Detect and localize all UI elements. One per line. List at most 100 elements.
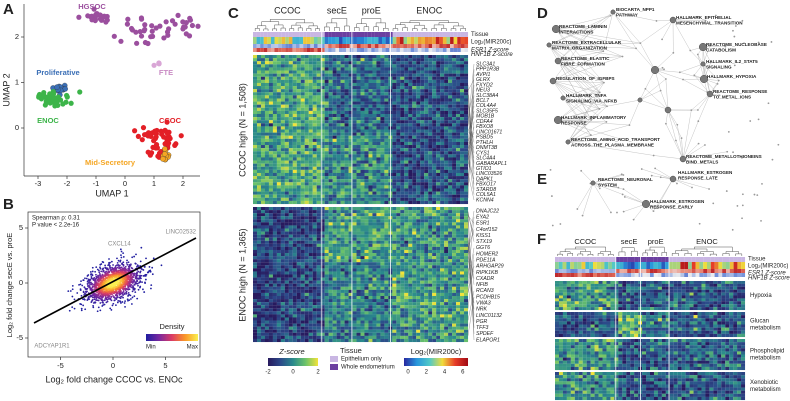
heatmap-cell [308,64,313,68]
heatmap-cell [424,61,429,65]
heatmap-cell [260,126,265,130]
heatmap-cell [400,86,405,90]
heatmap-cell [368,89,373,93]
heatmap-cell [336,151,341,155]
hnf1b-cell [285,48,289,52]
heatmap-cell [376,67,381,71]
y-tick-label: -5 [16,333,23,342]
scatter-point [97,293,99,296]
scatter-point [137,284,139,287]
heatmap-cell [440,135,445,139]
heatmap-cell [253,145,258,149]
heatmap-cell [268,120,273,124]
heatmap-cell [268,98,273,102]
heatmap-cell [380,89,385,93]
heatmap-cell [372,200,377,205]
heatmap-cell [292,126,297,130]
heatmap-cell [320,126,325,130]
heatmap-cell [316,58,321,62]
heatmap-cell [260,117,265,121]
heatmap-cell [376,73,381,77]
heatmap-cell [253,188,258,192]
mir-cell [371,37,375,44]
heatmap-cell [276,188,281,192]
heatmap-cell [360,123,365,127]
scatter-point [85,277,88,280]
heatmap-cell [304,101,309,105]
heatmap-cell [452,166,457,170]
heatmap-cell [408,58,413,62]
scatter-point [141,281,143,284]
heatmap-cell [260,166,265,170]
heatmap-cell [448,67,453,71]
heatmap-cell [304,55,309,59]
heatmap-cell [460,104,465,108]
heatmap-cell [356,157,361,161]
panel-label: C [228,5,239,22]
heatmap-cell [440,172,445,177]
heatmap-cell [332,92,337,96]
scatter-point [119,273,121,276]
heatmap-cell [404,172,409,177]
scatter-point [103,293,106,295]
hnf1b-cell [253,48,257,52]
heatmap-cell [284,58,289,62]
heatmap-cell [392,200,397,205]
heatmap-cell [300,157,305,161]
heatmap-cell [352,166,357,170]
heatmap-cell [448,95,453,99]
heatmap-cell [368,216,373,220]
heatmap-cell [336,141,341,146]
tissue-cell [453,32,458,37]
heatmap-cell [460,58,465,62]
heatmap-cell [336,210,341,214]
heatmap-cell [276,194,281,198]
heatmap-cell [276,216,281,220]
scatter-point [109,277,112,280]
esr1-cell [446,44,451,48]
heatmap-cell [324,58,329,62]
umap-point [124,21,131,27]
heatmap-cell [300,129,305,133]
heatmap-cell [292,194,297,198]
heatmap-cell [436,176,441,180]
heatmap-cell [253,123,258,127]
heatmap-cell [276,219,281,223]
heatmap-cell [364,129,369,133]
scatter-point [122,288,124,291]
heatmap-cell [428,120,433,124]
umap-point [156,60,162,67]
heatmap-cell [304,151,309,155]
heatmap-cell [352,117,357,121]
heatmap-cell [253,210,258,214]
heatmap-cell [400,110,405,115]
heatmap-cell [268,123,273,127]
heatmap-cell [284,148,289,152]
scatter-point [133,279,136,282]
heatmap-cell [296,197,301,201]
heatmap-cell [336,123,341,127]
heatmap-cell [448,210,453,214]
heatmap-cell [276,126,281,130]
scatter-point [104,264,107,267]
heatmap-cell [428,76,433,80]
heatmap-cell [340,92,345,96]
heatmap-cell [400,145,405,149]
heatmap-cell [420,216,425,220]
heatmap-cell [456,188,461,192]
heatmap-cell [408,120,413,124]
heatmap-cell [304,64,309,68]
heatmap-cell [328,219,333,223]
heatmap-cell [396,154,401,158]
heatmap-cell [272,135,277,139]
dendrogram [373,26,379,31]
heatmap-cell [288,200,293,205]
esr1-cell [324,44,329,48]
heatmap-cell [396,151,401,155]
heatmap-cell [360,92,365,96]
heatmap-cell [412,188,417,192]
heatmap-cell [304,213,309,217]
heatmap-cell [288,64,293,68]
gene-label: LINC02532 [166,230,197,236]
heatmap-cell [364,92,369,96]
